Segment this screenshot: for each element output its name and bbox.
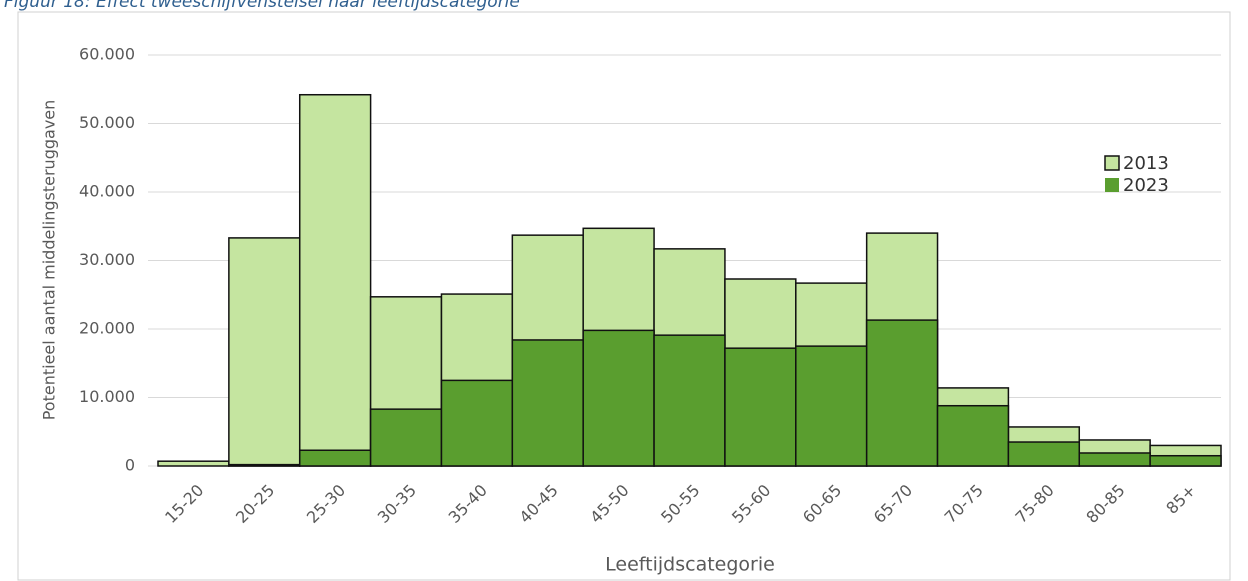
bar (865, 319, 939, 467)
y-tick-label: 50.000 (79, 113, 135, 132)
y-tick-label: 0 (125, 456, 135, 475)
bar (1149, 454, 1222, 467)
bar (936, 404, 1010, 467)
bar (228, 237, 301, 467)
bar (298, 93, 372, 467)
bar (298, 449, 372, 467)
bar (511, 339, 584, 467)
bar (157, 460, 230, 467)
bar (724, 347, 797, 467)
x-axis-label: Leeftijdscategorie (605, 554, 775, 576)
y-tick-label: 10.000 (79, 387, 135, 406)
bar (440, 379, 514, 467)
legend-label: 2023 (1123, 175, 1169, 196)
bar (1078, 452, 1151, 467)
y-tick-label: 60.000 (79, 45, 135, 64)
bar (1007, 441, 1081, 467)
legend-swatch (1104, 155, 1120, 171)
bar (369, 408, 443, 467)
bar (582, 329, 655, 467)
bar (653, 334, 726, 467)
legend-label: 2013 (1123, 153, 1169, 174)
bar (228, 463, 301, 467)
chart-title: Figuur 18: Effect tweeschijfvensteisel n… (4, 0, 520, 12)
y-tick-label: 40.000 (79, 182, 135, 201)
y-axis-label: Potentieel aantal middelingsteruggaven (40, 100, 59, 421)
bar (795, 345, 868, 467)
y-tick-label: 20.000 (79, 319, 135, 338)
y-tick-label: 30.000 (79, 250, 135, 269)
legend-swatch (1105, 178, 1119, 192)
